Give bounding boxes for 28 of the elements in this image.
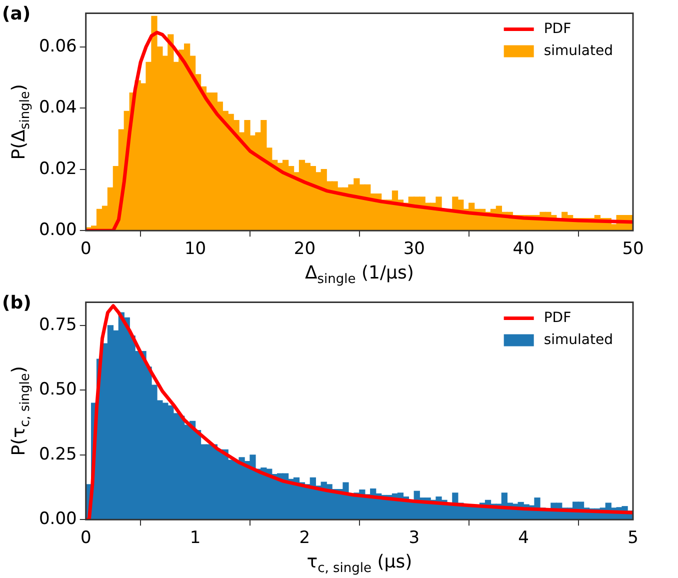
x-tick-label: 0 [80, 528, 92, 548]
y-tick-label: 0.00 [38, 220, 77, 240]
legend-label: simulated [544, 42, 614, 59]
x-tick-label: 40 [512, 239, 534, 260]
x-tick-label: 50 [622, 239, 644, 260]
y-axis-title: P(Δsingle) [8, 84, 33, 160]
legend-label: PDF [544, 20, 572, 37]
x-tick-label: 20 [294, 239, 316, 260]
y-axis-title: P(τc, single) [8, 366, 33, 456]
x-tick-label: 2 [299, 528, 310, 548]
y-tick-label: 0.04 [38, 98, 77, 118]
y-tick-label: 0.02 [38, 158, 77, 179]
y-tick-label: 0.75 [38, 314, 77, 335]
x-tick-label: 5 [628, 528, 638, 548]
legend-label: simulated [544, 332, 614, 348]
y-tick-label: 0.50 [38, 380, 77, 400]
y-tick-label: 0.00 [38, 509, 77, 530]
y-tick-label: 0.25 [38, 444, 77, 464]
x-tick-label: 4 [518, 528, 529, 548]
chart-title: (b) [2, 292, 32, 314]
y-tick-label: 0.06 [38, 36, 77, 56]
x-tick-label: 1 [190, 528, 201, 548]
legend-label: PDF [544, 310, 572, 326]
x-tick-label: 30 [403, 239, 425, 260]
x-tick-label: 3 [408, 528, 420, 548]
chart-title: (a) [2, 4, 31, 25]
x-tick-label: 0 [80, 239, 92, 260]
x-tick-label: 10 [184, 239, 206, 260]
